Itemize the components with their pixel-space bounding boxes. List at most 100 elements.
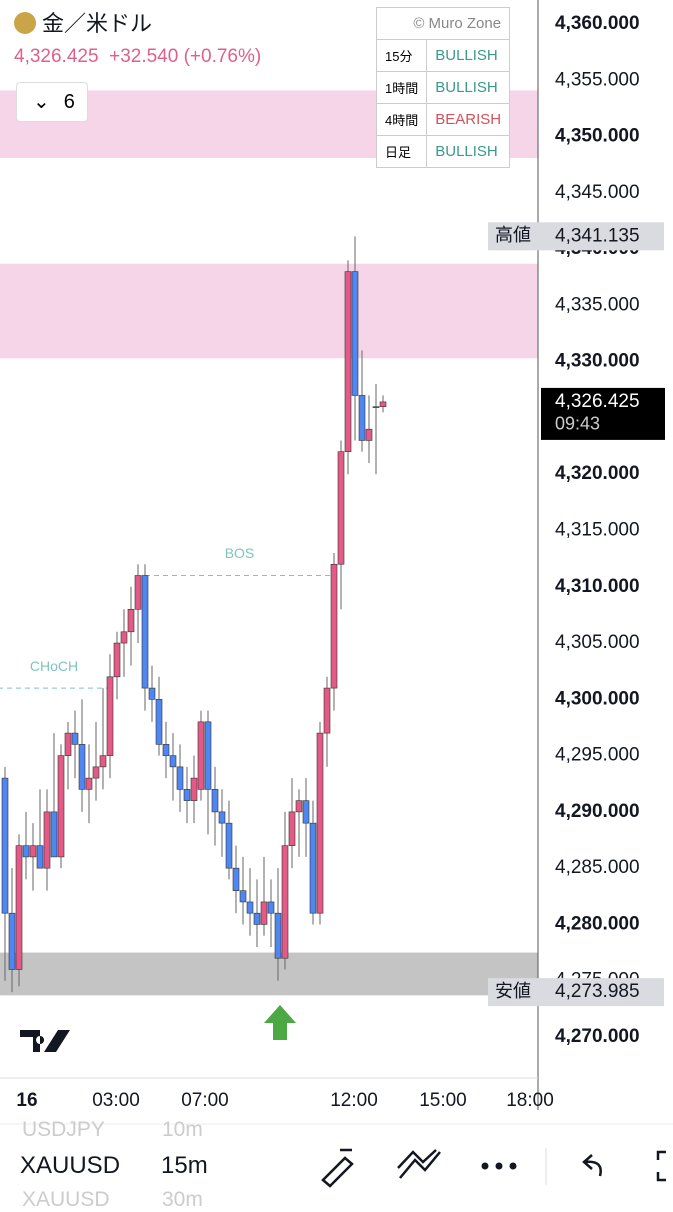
y-tick-label: 4,315.000 [555, 520, 640, 541]
candle-body [302, 800, 310, 824]
x-tick-label: 03:00 [92, 1090, 140, 1111]
more-dot [509, 1162, 517, 1170]
ghost: USDJPY 10m [22, 1118, 203, 1142]
logo [20, 1030, 70, 1052]
candle-body [372, 406, 380, 408]
y-tick-label: 4,280.000 [555, 913, 640, 934]
timeframe: 4時間 [375, 103, 428, 136]
tf: 15m [161, 1152, 208, 1179]
candle-body [92, 766, 100, 779]
candle-body [15, 845, 23, 970]
candle-body [253, 912, 261, 925]
indicator-toggle[interactable]: ⌄ 6 [16, 82, 88, 122]
signal-arrow [264, 1005, 296, 1040]
candle-body [29, 845, 37, 858]
candle-body [78, 744, 86, 790]
candle-body [8, 912, 16, 970]
candle-body [71, 732, 79, 745]
symbol: 金／米ドル [42, 11, 153, 36]
candle-body [176, 766, 184, 790]
candle-body [183, 789, 191, 801]
marker-price: 4,341.135 [555, 225, 640, 246]
candle-body [309, 822, 317, 914]
y-tick-label: 4,285.000 [555, 857, 640, 878]
undo-icon [582, 1154, 602, 1177]
zone [0, 263, 538, 359]
y-tick-label: 4,350.000 [555, 126, 640, 147]
candle-body [232, 867, 240, 891]
candle-body [246, 901, 254, 914]
candle-body [64, 732, 72, 756]
x-tick-label: 16 [16, 1090, 37, 1111]
more-dot [495, 1162, 503, 1170]
candle-body [379, 401, 387, 407]
price-marker [488, 978, 664, 1007]
signal: BULLISH [426, 71, 511, 104]
sym: XAUUSD [20, 1152, 121, 1179]
tf: 10m [162, 1118, 203, 1141]
candle-body [148, 687, 156, 700]
y-tick-label: 4,310.000 [555, 576, 640, 597]
y-tick-label: 4,305.000 [555, 632, 640, 653]
candle-body [141, 575, 149, 689]
countdown: 09:43 [555, 414, 600, 434]
price: 4,326.425 [14, 46, 99, 67]
y-tick-label: 4,335.000 [555, 294, 640, 315]
x-tick-label: 18:00 [506, 1090, 554, 1111]
timeframe: 1時間 [375, 71, 428, 104]
candle-body [344, 271, 352, 453]
candle-body [316, 732, 324, 914]
candle-body [323, 687, 331, 734]
candle-body [358, 395, 366, 441]
candle-body [120, 631, 128, 644]
candle-body [190, 777, 198, 801]
tf: 30m [162, 1188, 203, 1211]
candle-body [85, 777, 93, 790]
timeframe: 15分 [375, 39, 428, 72]
candle-body [260, 901, 268, 925]
candle-body [57, 755, 65, 858]
y-tick-label: 4,290.000 [555, 801, 640, 822]
candle-body [365, 428, 373, 441]
marker-price: 4,273.985 [555, 981, 640, 1002]
count: 6 [63, 91, 75, 113]
ghost: XAUUSD 30m [22, 1188, 203, 1212]
candle-body [134, 575, 142, 610]
structure-label: CHoCH [30, 658, 78, 674]
candle-body [155, 699, 163, 745]
candle-body [239, 890, 247, 903]
candle-body [281, 845, 289, 959]
candle-body [50, 811, 58, 858]
y-tick-label: 4,270.000 [555, 1026, 640, 1047]
last-price-box [541, 387, 665, 440]
candle-body [351, 271, 359, 396]
signal: BULLISH [426, 39, 511, 72]
candle-body [99, 755, 107, 768]
zone [0, 952, 538, 996]
y-tick-label: 4,345.000 [555, 182, 640, 203]
candle-body [330, 563, 338, 689]
y-tick-label: 4,300.000 [555, 688, 640, 709]
marker-name: 高値 [495, 225, 531, 245]
candle-body [22, 845, 30, 858]
x-tick-label: 12:00 [330, 1090, 378, 1111]
structure-label: BOS [225, 545, 255, 561]
change: +32.540 (+0.76%) [109, 46, 262, 67]
candle-body [267, 901, 275, 914]
expand-icon [656, 1150, 666, 1182]
candle-body [127, 608, 135, 633]
signal: BULLISH [426, 135, 511, 168]
candle-body [1, 777, 9, 914]
x-tick-label: 15:00 [419, 1090, 467, 1111]
active-symbol[interactable]: XAUUSD 15m [20, 1152, 208, 1180]
candle-body [106, 676, 114, 756]
price-line: 4,326.425 +32.540 (+0.76%) [14, 46, 261, 68]
marker-name: 安値 [495, 981, 531, 1001]
candle-body [274, 912, 282, 959]
candle-body [204, 721, 212, 790]
candle-body [197, 721, 205, 790]
price-marker [488, 222, 664, 251]
timeframe: 日足 [375, 135, 428, 168]
plot: BOS CHoCH [0, 90, 538, 996]
